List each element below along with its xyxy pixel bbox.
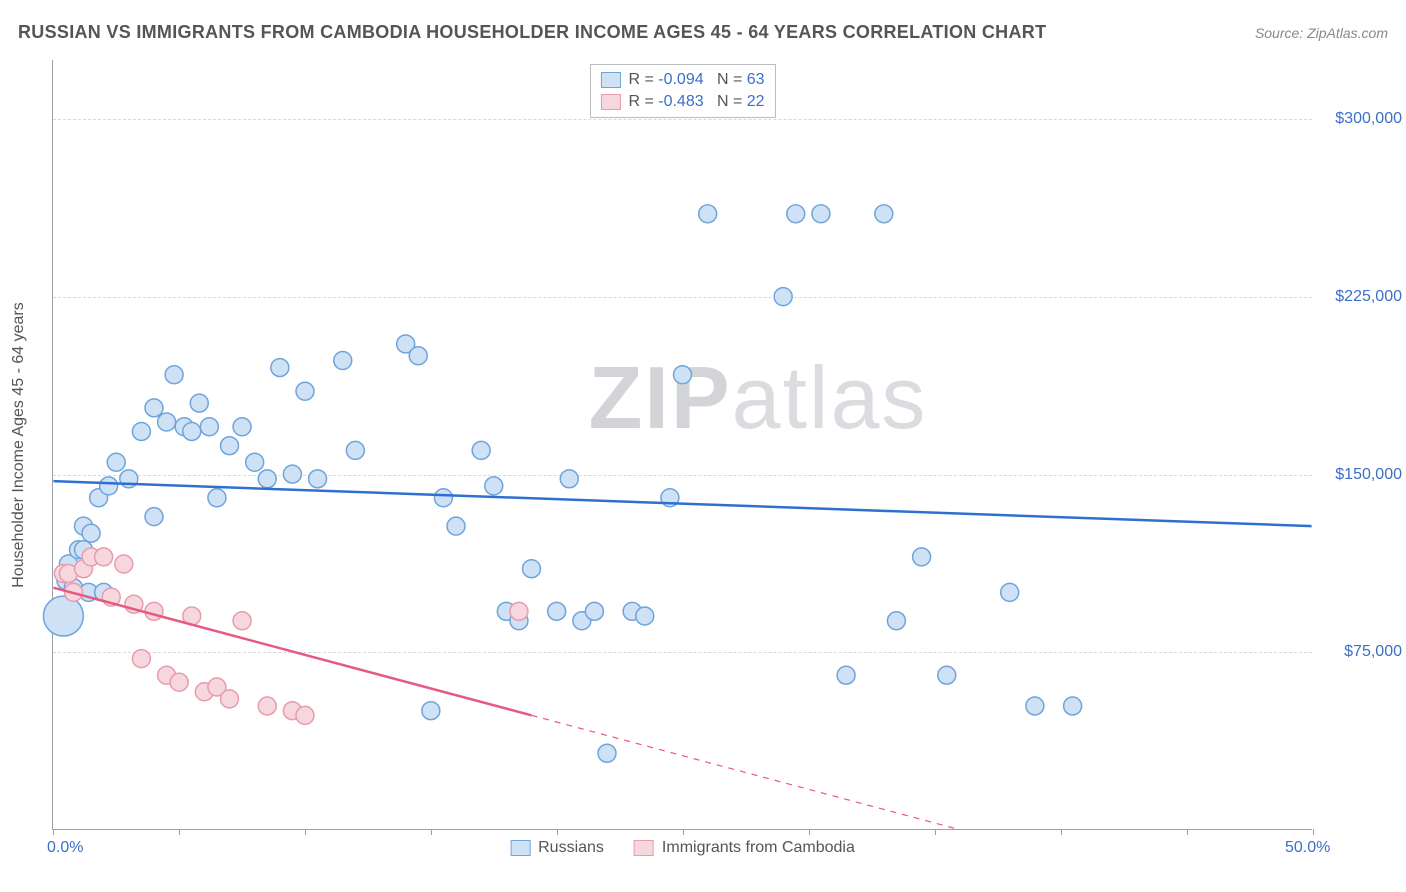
regression-line-extrapolated bbox=[531, 715, 1311, 892]
scatter-point bbox=[774, 288, 792, 306]
scatter-point bbox=[674, 366, 692, 384]
scatter-point bbox=[183, 422, 201, 440]
scatter-point bbox=[938, 666, 956, 684]
x-tick-mark bbox=[431, 829, 432, 835]
scatter-point bbox=[296, 706, 314, 724]
chart-title: RUSSIAN VS IMMIGRANTS FROM CAMBODIA HOUS… bbox=[18, 22, 1046, 43]
x-tick-mark bbox=[179, 829, 180, 835]
scatter-point bbox=[283, 465, 301, 483]
legend-swatch bbox=[634, 840, 654, 856]
legend-label: Immigrants from Cambodia bbox=[662, 839, 855, 857]
scatter-point bbox=[1026, 697, 1044, 715]
x-tick-mark bbox=[935, 829, 936, 835]
scatter-point bbox=[485, 477, 503, 495]
scatter-point bbox=[200, 418, 218, 436]
x-tick-label: 50.0% bbox=[1285, 839, 1330, 857]
scatter-point bbox=[132, 650, 150, 668]
scatter-point bbox=[598, 744, 616, 762]
scatter-point bbox=[115, 555, 133, 573]
y-tick-label: $300,000 bbox=[1322, 110, 1402, 128]
y-axis-label: Householder Income Ages 45 - 64 years bbox=[10, 302, 28, 588]
scatter-point bbox=[233, 418, 251, 436]
scatter-point bbox=[233, 612, 251, 630]
x-tick-mark bbox=[809, 829, 810, 835]
scatter-point bbox=[158, 413, 176, 431]
scatter-point bbox=[170, 673, 188, 691]
y-tick-label: $225,000 bbox=[1322, 288, 1402, 306]
scatter-point bbox=[208, 489, 226, 507]
scatter-point bbox=[95, 548, 113, 566]
scatter-point bbox=[787, 205, 805, 223]
scatter-point bbox=[887, 612, 905, 630]
scatter-point bbox=[913, 548, 931, 566]
legend-swatch bbox=[510, 840, 530, 856]
scatter-point bbox=[100, 477, 118, 495]
series-legend: Russians Immigrants from Cambodia bbox=[510, 839, 855, 857]
scatter-point bbox=[132, 422, 150, 440]
scatter-point bbox=[271, 359, 289, 377]
scatter-point bbox=[472, 441, 490, 459]
scatter-point bbox=[812, 205, 830, 223]
x-tick-mark bbox=[1313, 829, 1314, 835]
scatter-point bbox=[560, 470, 578, 488]
legend-row: R = -0.483 N = 22 bbox=[600, 91, 764, 113]
legend-label: Russians bbox=[538, 839, 604, 857]
regression-line bbox=[53, 481, 1311, 526]
scatter-point bbox=[636, 607, 654, 625]
legend-swatch bbox=[600, 94, 620, 110]
scatter-point bbox=[258, 470, 276, 488]
y-tick-label: $75,000 bbox=[1322, 643, 1402, 661]
scatter-point bbox=[107, 453, 125, 471]
correlation-legend: R = -0.094 N = 63 R = -0.483 N = 22 bbox=[589, 64, 775, 118]
scatter-point bbox=[145, 399, 163, 417]
scatter-point bbox=[699, 205, 717, 223]
scatter-point bbox=[309, 470, 327, 488]
scatter-point bbox=[165, 366, 183, 384]
scatter-point bbox=[145, 602, 163, 620]
y-tick-label: $150,000 bbox=[1322, 466, 1402, 484]
scatter-point bbox=[1001, 583, 1019, 601]
scatter-point bbox=[190, 394, 208, 412]
scatter-point bbox=[585, 602, 603, 620]
scatter-point bbox=[221, 437, 239, 455]
scatter-point bbox=[523, 560, 541, 578]
scatter-point bbox=[246, 453, 264, 471]
legend-item: Immigrants from Cambodia bbox=[634, 839, 855, 857]
scatter-point bbox=[837, 666, 855, 684]
scatter-point bbox=[258, 697, 276, 715]
legend-swatch bbox=[600, 72, 620, 88]
scatter-point bbox=[82, 524, 100, 542]
scatter-point bbox=[43, 596, 83, 636]
chart-canvas bbox=[53, 60, 1312, 829]
legend-row: R = -0.094 N = 63 bbox=[600, 69, 764, 91]
source-attribution: Source: ZipAtlas.com bbox=[1255, 25, 1388, 41]
scatter-point bbox=[221, 690, 239, 708]
scatter-point bbox=[875, 205, 893, 223]
x-tick-mark bbox=[1061, 829, 1062, 835]
plot-area: Householder Income Ages 45 - 64 years ZI… bbox=[52, 60, 1312, 830]
scatter-point bbox=[145, 508, 163, 526]
legend-stat: R = -0.483 N = 22 bbox=[628, 93, 764, 111]
scatter-point bbox=[346, 441, 364, 459]
scatter-point bbox=[296, 382, 314, 400]
scatter-point bbox=[422, 702, 440, 720]
x-tick-mark bbox=[557, 829, 558, 835]
scatter-point bbox=[434, 489, 452, 507]
regression-line bbox=[53, 588, 531, 716]
legend-item: Russians bbox=[510, 839, 604, 857]
scatter-point bbox=[1064, 697, 1082, 715]
scatter-point bbox=[510, 602, 528, 620]
x-tick-label: 0.0% bbox=[47, 839, 83, 857]
scatter-point bbox=[409, 347, 427, 365]
scatter-point bbox=[548, 602, 566, 620]
x-tick-mark bbox=[305, 829, 306, 835]
x-tick-mark bbox=[1187, 829, 1188, 835]
x-tick-mark bbox=[53, 829, 54, 835]
scatter-point bbox=[334, 352, 352, 370]
scatter-point bbox=[447, 517, 465, 535]
legend-stat: R = -0.094 N = 63 bbox=[628, 71, 764, 89]
x-tick-mark bbox=[683, 829, 684, 835]
